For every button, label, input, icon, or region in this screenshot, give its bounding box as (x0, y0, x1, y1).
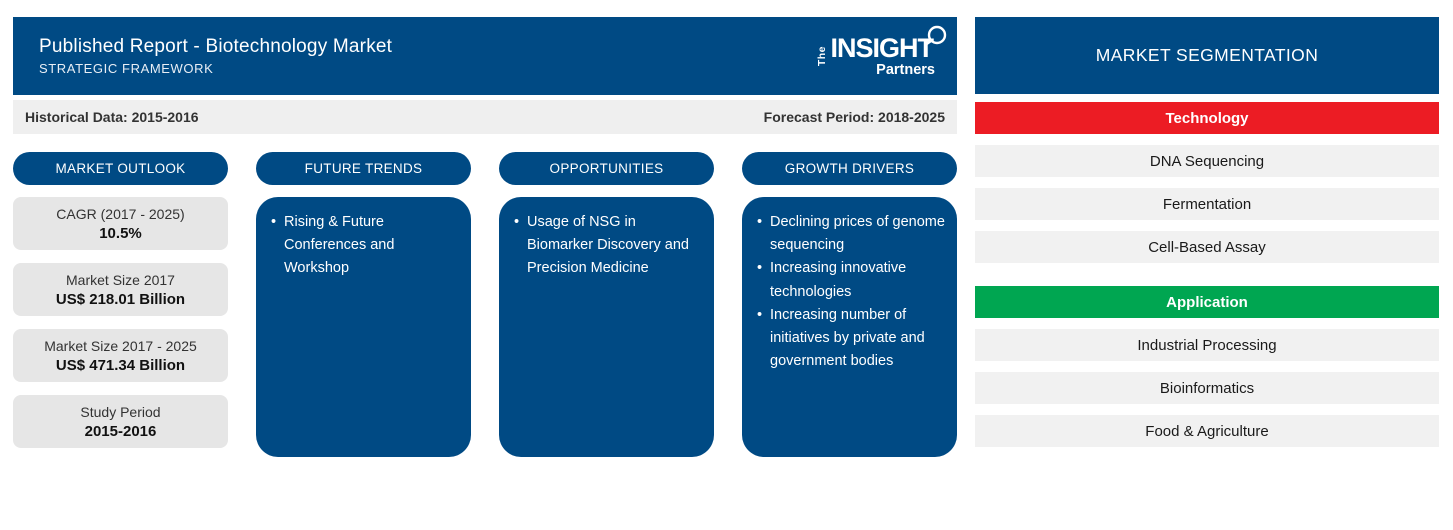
segment-item: Food & Agriculture (975, 415, 1439, 447)
historical-data-label: Historical Data: 2015-2016 (25, 109, 199, 125)
opportunities-heading: OPPORTUNITIES (499, 152, 714, 185)
opportunities-box: Usage of NSG in Biomarker Discovery and … (499, 197, 714, 457)
segment-group-application: Application (975, 286, 1439, 318)
stat-label: CAGR (2017 - 2025) (56, 205, 185, 222)
stat-label: Market Size 2017 (66, 271, 175, 288)
logo-partners-text: Partners (876, 61, 935, 78)
logo-insight-text: INSIGHT (830, 32, 934, 63)
stat-card-market-size-2017-2025: Market Size 2017 - 2025 US$ 471.34 Billi… (13, 329, 228, 382)
future-trends-column: FUTURE TRENDS Rising & Future Conference… (256, 152, 471, 457)
stat-label: Market Size 2017 - 2025 (44, 337, 197, 354)
market-segmentation-heading: MARKET SEGMENTATION (975, 17, 1439, 94)
bullet-item: Increasing innovative technologies (757, 257, 945, 303)
magnifier-icon (924, 25, 947, 46)
page-subtitle: STRATEGIC FRAMEWORK (39, 61, 214, 76)
page-title: Published Report - Biotechnology Market (39, 36, 393, 57)
opportunities-column: OPPORTUNITIES Usage of NSG in Biomarker … (499, 152, 714, 457)
main-panel: Published Report - Biotechnology Market … (13, 17, 957, 457)
segment-item: Fermentation (975, 188, 1439, 220)
future-trends-heading: FUTURE TRENDS (256, 152, 471, 185)
stat-value: US$ 218.01 Billion (55, 290, 186, 308)
stat-value: 2015-2016 (84, 422, 157, 440)
framework-columns: MARKET OUTLOOK CAGR (2017 - 2025) 10.5% … (13, 152, 957, 457)
market-outlook-column: MARKET OUTLOOK CAGR (2017 - 2025) 10.5% … (13, 152, 228, 457)
segment-group-technology: Technology (975, 102, 1439, 134)
report-titles: Published Report - Biotechnology Market … (39, 36, 392, 76)
forecast-period-label: Forecast Period: 2018-2025 (763, 109, 945, 125)
segment-item: Bioinformatics (975, 372, 1439, 404)
market-outlook-cards: CAGR (2017 - 2025) 10.5% Market Size 201… (13, 197, 228, 448)
segment-item: Cell-Based Assay (975, 231, 1439, 263)
growth-drivers-column: GROWTH DRIVERS Declining prices of genom… (742, 152, 957, 457)
insight-partners-logo: The INSIGHT Partners (815, 25, 947, 78)
bullet-item: Declining prices of genome sequencing (757, 211, 945, 257)
stat-value: US$ 471.34 Billion (55, 356, 186, 374)
stat-card-study-period: Study Period 2015-2016 (13, 395, 228, 448)
stat-value: 10.5% (99, 224, 142, 242)
stat-card-cagr: CAGR (2017 - 2025) 10.5% (13, 197, 228, 250)
growth-drivers-box: Declining prices of genome sequencing In… (742, 197, 957, 457)
growth-drivers-heading: GROWTH DRIVERS (742, 152, 957, 185)
logo-wordmark: INSIGHT Partners (830, 25, 947, 78)
segment-item: Industrial Processing (975, 329, 1439, 361)
segment-item: DNA Sequencing (975, 145, 1439, 177)
future-trends-box: Rising & Future Conferences and Workshop (256, 197, 471, 457)
bullet-item: Increasing number of initiatives by priv… (757, 304, 945, 374)
report-header: Published Report - Biotechnology Market … (13, 17, 957, 95)
bullet-item: Rising & Future Conferences and Workshop (271, 211, 459, 281)
stat-label: Study Period (80, 403, 161, 420)
market-segmentation-panel: MARKET SEGMENTATION Technology DNA Seque… (975, 17, 1439, 447)
logo-the-text: The (815, 45, 828, 67)
market-outlook-heading: MARKET OUTLOOK (13, 152, 228, 185)
bullet-item: Usage of NSG in Biomarker Discovery and … (514, 211, 702, 281)
period-info-bar: Historical Data: 2015-2016 Forecast Peri… (13, 100, 957, 134)
stat-card-market-size-2017: Market Size 2017 US$ 218.01 Billion (13, 263, 228, 316)
